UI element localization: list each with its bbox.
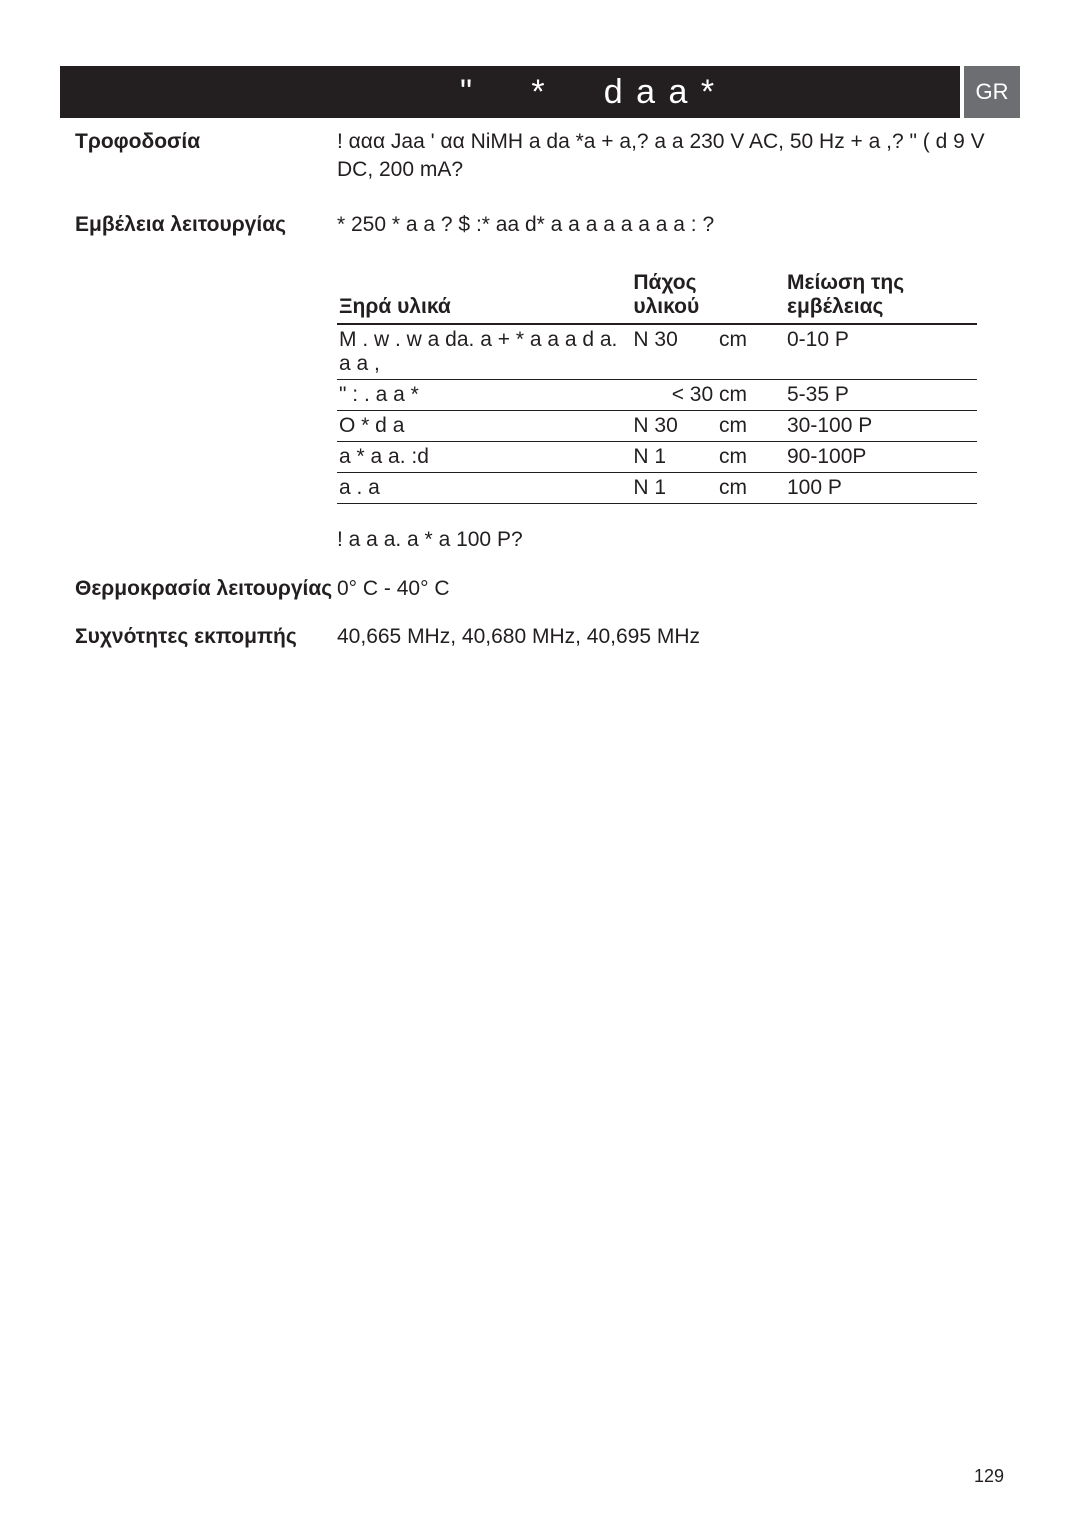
- table-row: a * a a. :d N 1 cm 90-100P: [337, 442, 977, 473]
- table: Ξηρά υλικά Πάχος υλικού Μείωση της εμβέ: [337, 267, 977, 504]
- cell-mat: O * d a: [337, 411, 631, 442]
- table-body: M . w . w a da. a + * a a a d a. a a , N…: [337, 324, 977, 504]
- header-daa: d a a *: [604, 73, 716, 111]
- cell-reduce: 90-100P: [785, 442, 977, 473]
- row-power: Τροφοδοσία ! ααα Jaa ' αα NiMH a da *a +…: [75, 128, 990, 185]
- th-thickness: Πάχος υλικού: [631, 267, 785, 324]
- page-number: 129: [974, 1466, 1004, 1487]
- thick-a: N 1: [633, 476, 666, 499]
- cell-reduce: 0-10 P: [785, 324, 977, 380]
- table-footnote: ! a a a. a * a 100 P?: [337, 526, 957, 554]
- cell-thick: N 1 cm: [631, 442, 785, 473]
- thick-b: cm: [719, 476, 777, 500]
- thick-a: N 1: [633, 445, 666, 468]
- cell-reduce: 30-100 P: [785, 411, 977, 442]
- spacer: [75, 185, 990, 211]
- th-thick-b: υλικού: [633, 295, 699, 318]
- header-q: ": [460, 73, 474, 111]
- th-material: Ξηρά υλικά: [337, 267, 631, 324]
- page: " * d a a * GR Τροφοδοσία ! ααα Jaa ' αα…: [0, 0, 1080, 1527]
- freq-value: 40,665 MHz, 40,680 MHz, 40,695 MHz: [337, 623, 990, 651]
- cell-mat: a * a a. :d: [337, 442, 631, 473]
- header-band: " * d a a *: [60, 66, 960, 118]
- cell-mat: " : . a a *: [337, 380, 631, 411]
- cell-reduce: 5-35 P: [785, 380, 977, 411]
- language-code: GR: [976, 79, 1009, 105]
- thick-b: cm: [719, 328, 777, 352]
- cell-thick: N 30 cm: [631, 411, 785, 442]
- temp-label: Θερμοκρασία λειτουργίας: [75, 575, 337, 603]
- cell-thick: N 30 cm: [631, 324, 785, 380]
- language-badge: GR: [964, 66, 1020, 118]
- th-reduce-b: εμβέλειας: [787, 295, 883, 318]
- table-row: " : . a a * < 30 cm 5-35 P: [337, 380, 977, 411]
- cell-reduce: 100 P: [785, 473, 977, 504]
- cell-mat: a . a: [337, 473, 631, 504]
- thick-b: < 30 cm: [672, 383, 777, 407]
- table-row: M . w . w a da. a + * a a a d a. a a , N…: [337, 324, 977, 380]
- power-value: ! ααα Jaa ' αα NiMH a da *a + a,? a a 23…: [337, 128, 990, 185]
- th-reduce-a: Μείωση της: [787, 271, 904, 294]
- power-label: Τροφοδοσία: [75, 128, 337, 156]
- freq-label: Συχνότητες εκπομπής: [75, 623, 337, 651]
- th-material-text: Ξηρά υλικά: [339, 295, 623, 319]
- table-head: Ξηρά υλικά Πάχος υλικού Μείωση της εμβέ: [337, 267, 977, 324]
- header-star: *: [531, 73, 546, 111]
- table-row: a . a N 1 cm 100 P: [337, 473, 977, 504]
- spacer: [75, 603, 990, 623]
- cell-thick: N 1 cm: [631, 473, 785, 504]
- th-reduce: Μείωση της εμβέλειας: [785, 267, 977, 324]
- table-row: O * d a N 30 cm 30-100 P: [337, 411, 977, 442]
- thick-b: cm: [719, 445, 777, 469]
- row-range: Εμβέλεια λειτουργίας * 250 * a a ? $ :* …: [75, 211, 990, 239]
- materials-table: Ξηρά υλικά Πάχος υλικού Μείωση της εμβέ: [337, 267, 977, 504]
- range-label: Εμβέλεια λειτουργίας: [75, 211, 337, 239]
- range-value: * 250 * a a ? $ :* aa d* a a a a a a a a…: [337, 211, 990, 239]
- thick-a: N 30: [633, 414, 677, 437]
- th-thick-a: Πάχος: [633, 271, 696, 294]
- row-temp: Θερμοκρασία λειτουργίας 0° C - 40° C: [75, 575, 990, 603]
- temp-value: 0° C - 40° C: [337, 575, 990, 603]
- cell-mat: M . w . w a da. a + * a a a d a. a a ,: [337, 324, 631, 380]
- thick-a: N 30: [633, 328, 677, 351]
- row-freq: Συχνότητες εκπομπής 40,665 MHz, 40,680 M…: [75, 623, 990, 651]
- content: Τροφοδοσία ! ααα Jaa ' αα NiMH a da *a +…: [75, 128, 990, 651]
- spacer: [75, 555, 990, 575]
- cell-thick: < 30 cm: [631, 380, 785, 411]
- header-title: " * d a a *: [460, 73, 716, 112]
- thick-b: cm: [719, 414, 777, 438]
